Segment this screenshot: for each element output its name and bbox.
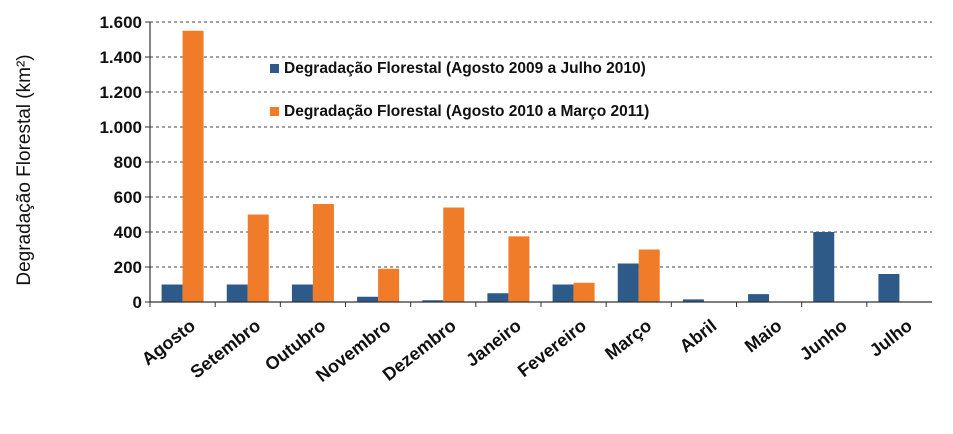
x-tick-label: Dezembro [379, 315, 460, 384]
x-tick-label: Janeiro [462, 315, 525, 370]
x-tick-label: Abril [676, 315, 721, 356]
x-tick-label: Fevereiro [514, 315, 590, 381]
legend-swatch [270, 107, 279, 116]
x-tick-label: Junho [796, 315, 851, 364]
x-tick-label: Março [601, 315, 655, 363]
legend-label: Degradação Florestal (Agosto 2010 a Març… [284, 103, 649, 120]
y-tick-label: 600 [114, 188, 142, 207]
bar-series-2009-2010 [878, 274, 900, 302]
grid-lines [150, 21, 932, 268]
legend-swatch [270, 64, 279, 73]
y-tick-label: 400 [114, 223, 142, 242]
bars [161, 30, 900, 302]
y-tick-labels: 0 200 400 600 800 1.000 1.200 1.400 1.600 [99, 13, 142, 312]
bar-series-2010-2011 [312, 204, 334, 302]
bar-series-2009-2010 [291, 284, 313, 302]
bar-series-2009-2010 [813, 232, 835, 302]
legend-label: Degradação Florestal (Agosto 2009 a Julh… [284, 60, 646, 77]
bar-series-2009-2010 [226, 284, 248, 302]
bar-series-2009-2010 [422, 300, 444, 302]
bar-series-2010-2011 [508, 236, 530, 302]
y-tick-label: 0 [133, 293, 142, 312]
bar-series-2010-2011 [443, 207, 465, 302]
y-tick-label: 1.400 [99, 48, 142, 67]
bar-series-2010-2011 [638, 249, 660, 302]
x-tick-label: Agosto [138, 315, 199, 369]
bar-series-2010-2011 [378, 268, 400, 302]
x-tick-label: Setembro [186, 315, 264, 382]
axes [145, 21, 932, 307]
y-tick-label: 1.000 [99, 118, 142, 137]
legend: Degradação Florestal (Agosto 2009 a Julh… [270, 60, 649, 120]
x-tick-label: Julho [866, 315, 916, 360]
bar-series-2010-2011 [247, 214, 269, 302]
bar-series-2010-2011 [573, 282, 595, 302]
y-tick-label: 1.200 [99, 83, 142, 102]
bar-series-2009-2010 [617, 263, 639, 302]
y-tick-label: 1.600 [99, 13, 142, 32]
bar-series-2009-2010 [552, 284, 574, 302]
y-tick-label: 200 [114, 258, 142, 277]
y-axis-title: Degradação Florestal (km²) [14, 54, 35, 285]
bar-series-2009-2010 [487, 293, 509, 302]
bar-series-2009-2010 [357, 296, 379, 302]
x-tick-label: Maio [741, 315, 786, 356]
bar-series-2009-2010 [682, 299, 704, 302]
bar-series-2009-2010 [161, 284, 183, 302]
bar-series-2009-2010 [748, 294, 770, 302]
bar-series-2010-2011 [182, 30, 204, 302]
y-tick-label: 800 [114, 153, 142, 172]
